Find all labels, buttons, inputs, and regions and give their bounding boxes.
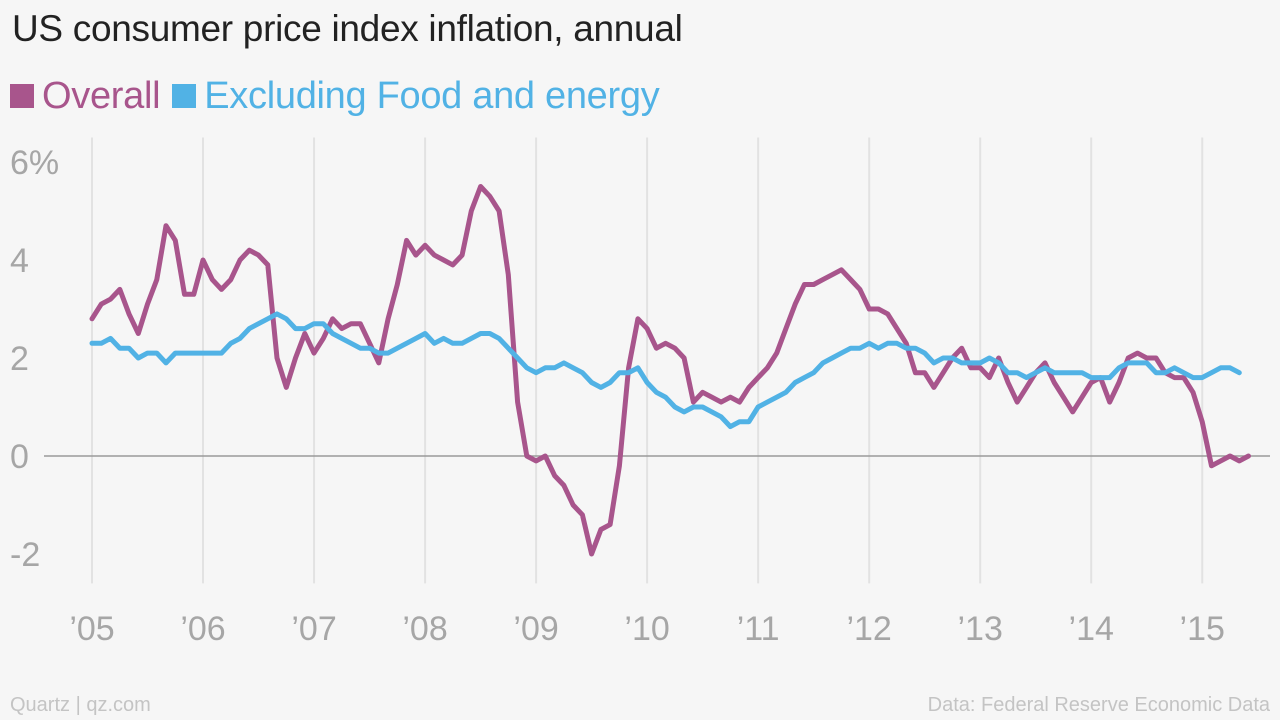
y-tick-label: 4 xyxy=(10,242,29,280)
series-line-core xyxy=(89,311,1242,430)
y-tick-label: 2 xyxy=(10,340,29,378)
x-tick-label: ’14 xyxy=(1069,610,1114,648)
x-tick-label: ’15 xyxy=(1180,610,1225,648)
x-tick-label: ’12 xyxy=(846,610,891,648)
x-tick-label: ’06 xyxy=(180,610,225,648)
source-credit: Quartz | qz.com xyxy=(10,694,151,716)
y-tick-label: -2 xyxy=(10,536,40,574)
x-tick-label: ’05 xyxy=(69,610,114,648)
legend-swatch-core xyxy=(172,84,197,108)
chart-title: US consumer price index inflation, annua… xyxy=(12,8,683,49)
x-tick-label: ’08 xyxy=(402,610,447,648)
x-tick-label: ’11 xyxy=(737,610,780,648)
legend-item-core: Excluding Food and energy xyxy=(172,74,660,118)
series-lines xyxy=(89,184,1251,557)
grid-lines xyxy=(44,137,1270,584)
y-tick-label: 6% xyxy=(10,144,59,182)
data-source: Data: Federal Reserve Economic Data xyxy=(927,694,1270,716)
x-tick-label: ’07 xyxy=(291,610,336,648)
y-tick-label: 0 xyxy=(10,438,29,476)
legend-swatch-overall xyxy=(10,84,34,108)
legend-label-overall: Overall xyxy=(42,74,161,117)
series-line-overall xyxy=(89,184,1251,557)
x-tick-label: ’13 xyxy=(958,610,1003,648)
legend-item-overall: Overall xyxy=(10,74,161,118)
tick-labels: ’05 ’06 ’07 ’08 ’09 ’10 ’11 ’12 ’13 ’14 ’15 6% 4 2 0 -2 xyxy=(10,144,1225,648)
x-tick-label: ’10 xyxy=(624,610,669,648)
x-tick-label: ’09 xyxy=(513,610,558,648)
chart-legend: Overall Excluding Food and energy xyxy=(10,74,671,118)
legend-label-core: Excluding Food and energy xyxy=(204,74,660,117)
